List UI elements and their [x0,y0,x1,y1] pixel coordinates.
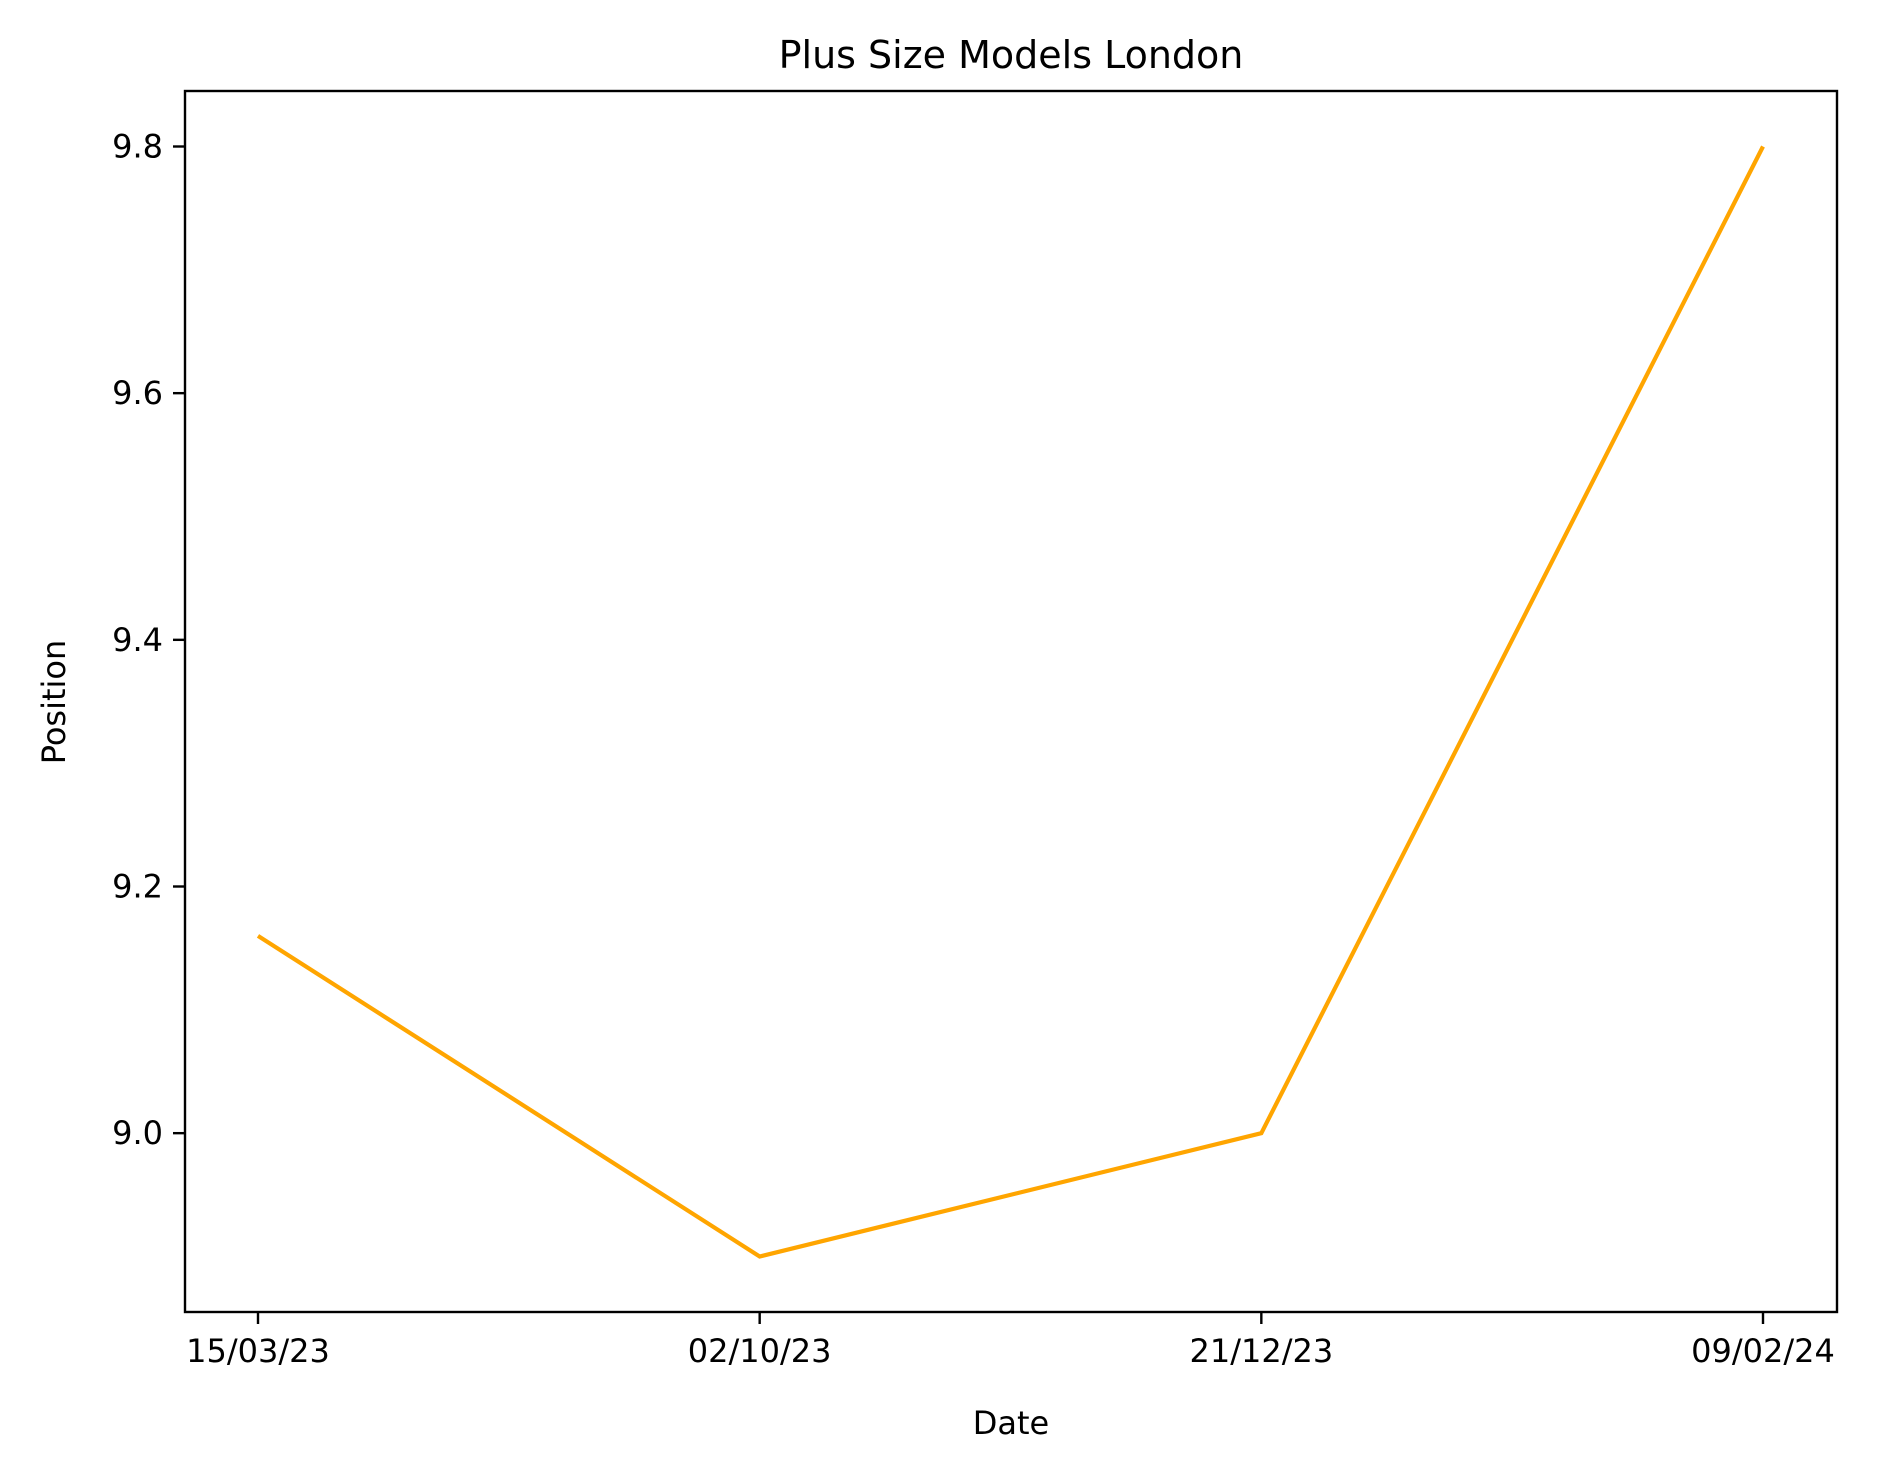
y-tick-label: 9.6 [112,374,163,412]
y-tick-label: 9.8 [112,128,163,166]
plot-area [183,89,1839,1314]
x-tick-label: 15/03/23 [186,1332,330,1370]
x-tick-label: 21/12/23 [1189,1332,1333,1370]
x-axis-ticks: 15/03/23 02/10/23 21/12/23 09/02/24 [186,1312,1835,1370]
y-axis-ticks: 9.0 9.2 9.4 9.6 9.8 [112,128,185,1152]
y-tick-label: 9.0 [112,1114,163,1152]
x-tick-label: 02/10/23 [688,1332,832,1370]
x-tick-label: 09/02/24 [1691,1332,1835,1370]
series-layer [256,145,1765,1259]
y-axis-label: Position [35,640,73,765]
series-line [256,145,1765,1259]
x-axis-label: Date [973,1404,1049,1442]
y-tick-label: 9.2 [112,868,163,906]
chart-title: Plus Size Models London [779,33,1244,77]
y-tick-label: 9.4 [112,621,163,659]
